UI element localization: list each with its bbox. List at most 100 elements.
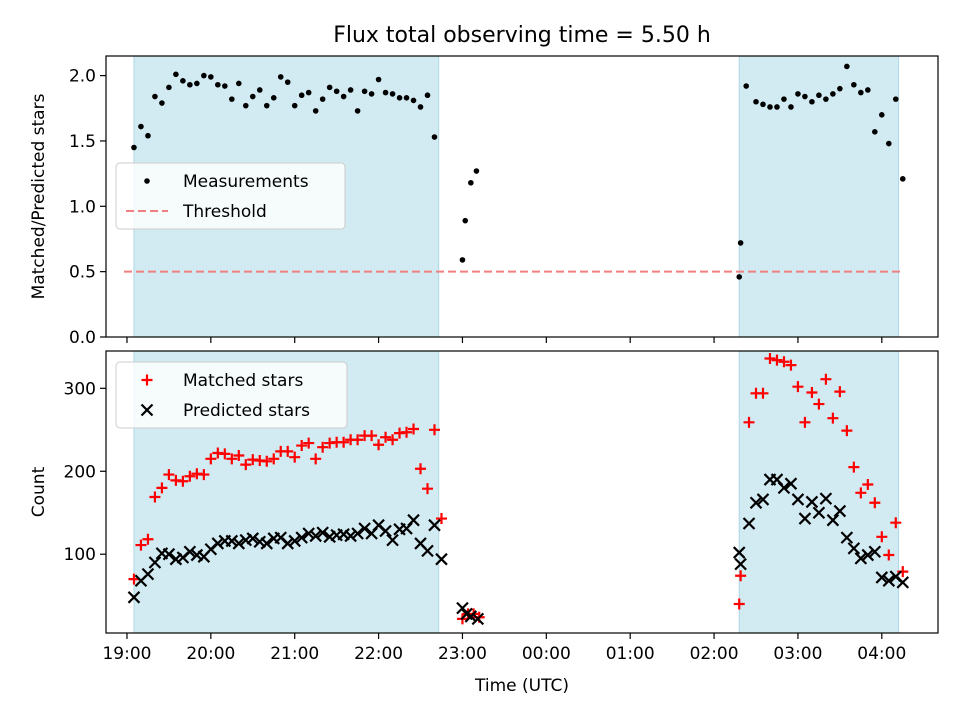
measurement-point — [802, 93, 808, 100]
predicted-star-point — [407, 513, 420, 527]
x-tick-label: 04:00 — [857, 644, 906, 664]
legend-box — [115, 162, 346, 230]
predicted-star-point — [309, 529, 322, 543]
measurement-point — [462, 217, 469, 224]
predicted-star-point — [211, 537, 225, 550]
matched-star-point — [778, 356, 790, 368]
matched-star-point — [387, 434, 399, 446]
matched-star-point — [156, 482, 168, 494]
measurement-point — [389, 91, 396, 97]
measurement-point — [781, 96, 787, 102]
measurement-point — [774, 104, 780, 110]
measurement-point — [816, 92, 822, 99]
predicted-star-point — [868, 545, 882, 558]
matched-star-point — [771, 354, 783, 366]
chart-title: Flux total observing time = 5.50 h — [333, 23, 711, 48]
matched-star-point — [428, 424, 440, 436]
measurement-point — [256, 87, 263, 93]
predicted-star-point — [358, 522, 371, 535]
measurement-point — [858, 89, 864, 96]
predicted-star-point — [183, 545, 197, 558]
matched-star-point — [799, 416, 811, 428]
measurement-point — [229, 96, 235, 102]
y-tick-label: 0.5 — [69, 263, 96, 283]
predicted-star-point — [805, 495, 819, 509]
matched-star-point — [268, 453, 280, 465]
measurement-point — [159, 100, 165, 106]
predicted-star-point — [861, 548, 875, 562]
legend: Measurements Threshold — [115, 162, 346, 230]
measurement-point — [249, 93, 256, 100]
matched-star-point — [142, 533, 154, 545]
measurement-point — [788, 104, 794, 110]
ratio-panel: 0.0 0.5 1.0 1.5 2.0 Matched/Predicted stars Me… — [29, 55, 939, 348]
matched-star-point — [205, 453, 217, 465]
measurement-point — [396, 95, 403, 101]
predicted-star-point — [756, 493, 770, 506]
measurement-point — [743, 83, 750, 89]
y-tick-label: 1.5 — [69, 132, 96, 152]
measurement-point — [242, 102, 249, 109]
matched-star-point — [135, 539, 147, 551]
measurement-point — [844, 63, 850, 70]
matched-star-point — [743, 416, 755, 428]
measurement-point — [368, 91, 375, 97]
predicted-star-point — [386, 533, 399, 547]
predicted-star-point — [791, 493, 805, 506]
legend-marker — [144, 178, 150, 184]
x-tick-label: 01:00 — [606, 644, 655, 664]
predicted-star-point — [127, 591, 141, 604]
predicted-star-point — [833, 504, 847, 518]
y-tick-label: 0.0 — [69, 328, 96, 348]
predicted-star-point — [854, 552, 868, 565]
matched-star-point — [813, 398, 825, 410]
matched-star-point — [848, 461, 860, 473]
matched-star-point — [149, 491, 161, 503]
predicted-star-point — [784, 477, 798, 490]
matched-star-point — [415, 463, 427, 475]
plot-frame — [105, 55, 939, 338]
predicted-star-point — [162, 547, 176, 561]
measurement-point — [180, 78, 186, 84]
measurement-point — [145, 132, 151, 139]
matched-star-point — [408, 423, 420, 435]
measurement-point — [235, 80, 242, 87]
matched-star-point — [128, 573, 140, 585]
matched-star-point — [883, 549, 895, 561]
measurement-point — [459, 257, 466, 263]
predicted-star-point — [798, 512, 812, 525]
matched-star-point — [841, 425, 853, 437]
predicted-star-point — [141, 567, 155, 581]
predicted-star-point — [435, 552, 448, 566]
matched-star-point — [177, 475, 189, 487]
matched-star-point — [792, 381, 804, 393]
matched-star-point — [806, 386, 818, 398]
matched-star-point — [303, 437, 315, 449]
matched-star-point — [226, 453, 238, 465]
measurement-point — [375, 76, 382, 83]
measurement-point — [424, 92, 431, 99]
y-axis-label: Count — [29, 466, 49, 517]
matched-star-point — [184, 470, 196, 482]
measurement-point — [851, 81, 857, 88]
predicted-star-point — [840, 531, 854, 544]
measurement-point — [277, 74, 284, 80]
observing-period-band — [738, 350, 900, 634]
measurement-point — [194, 80, 200, 87]
measurement-point — [830, 91, 836, 97]
matched-star-point — [757, 387, 769, 399]
predicted-star-point — [232, 537, 246, 550]
matched-star-point — [869, 497, 881, 509]
matched-star-point — [733, 598, 745, 610]
matched-star-point — [735, 570, 747, 582]
legend-marker — [141, 374, 153, 386]
y-tick-label: 300 — [64, 379, 96, 399]
matched-star-point — [897, 566, 909, 578]
matched-star-point — [338, 436, 350, 448]
predicted-star-point — [826, 513, 840, 527]
measurement-point — [417, 104, 424, 110]
measurement-point — [872, 129, 878, 135]
measurement-point — [131, 144, 137, 151]
legend-label: Matched stars — [183, 371, 303, 391]
